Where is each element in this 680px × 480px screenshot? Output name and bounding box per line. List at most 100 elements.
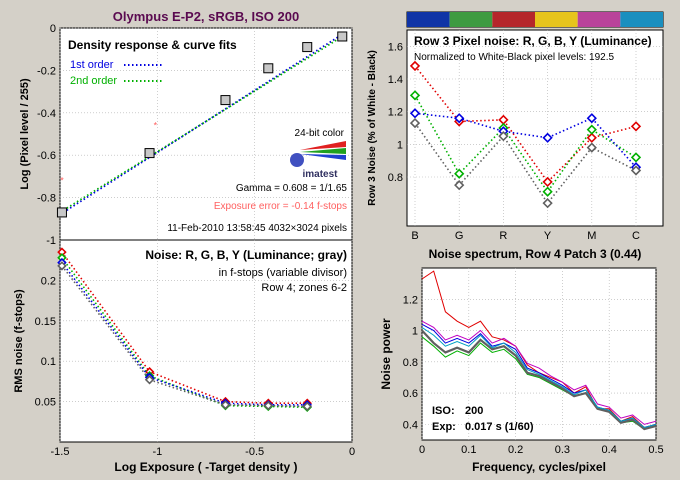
noise-fstops-subtitle-1: in f-stops (variable divisor) (219, 267, 347, 279)
noise-spectrum-lines (422, 270, 656, 431)
pixel-noise-point-B-3 (542, 132, 553, 143)
patch-swatch-4 (577, 12, 621, 27)
pixel-noise-xtick-0: B (411, 230, 418, 242)
density-ytick-0: -1 (46, 235, 56, 247)
noise-spectrum-ytick-1: 0.6 (403, 388, 418, 400)
noise-spectrum-line-C (422, 327, 656, 429)
logo-sphere (290, 153, 304, 167)
noise-fstops-title: Noise: R, G, B, Y (Luminance; gray) (145, 248, 347, 262)
density-ytick-1: -0.8 (37, 193, 56, 205)
iso-value: 200 (465, 405, 483, 417)
pixel-noise-xtick-3: Y (544, 230, 552, 242)
density-points: ** (56, 31, 348, 218)
noise-spectrum-ytick-2: 0.8 (403, 357, 418, 369)
density-point-5 (337, 31, 348, 42)
noise-spectrum-ytick-3: 1 (412, 326, 418, 338)
pixel-noise-xtick-1: G (455, 230, 464, 242)
noise-fstops-ytick-3: 0.2 (41, 275, 56, 287)
noise-fstops-tick-labels: -1.5 -1 -0.5 0 0.05 0.1 0.15 0.2 (35, 275, 355, 458)
noise-fstops-xtick-0: -1.5 (51, 446, 70, 458)
noise-fstops-grid (59, 240, 353, 442)
noise-fstops-xtick-2: -0.5 (245, 446, 264, 458)
timestamp-annotation: 11-Feb-2010 13:58:45 4032×3024 pixels (167, 223, 347, 234)
exposure-label: Exp: (432, 421, 456, 433)
noise-spectrum-panel: Noise spectrum, Row 4 Patch 3 (0.44) 0 0.… (379, 247, 664, 474)
pixel-noise-point-Y-0 (409, 117, 421, 129)
logo-ray-green (300, 148, 346, 154)
noise-fstops-subtitle-2: Row 4; zones 6-2 (261, 282, 347, 294)
density-point-2 (220, 95, 231, 106)
noise-spectrum-grid (421, 268, 657, 440)
density-point-4 (302, 42, 313, 53)
gamma-annotation: Gamma = 0.608 = 1/1.65 (236, 183, 348, 194)
patch-swatch-1 (449, 12, 493, 27)
iso-label: ISO: (432, 405, 455, 417)
pixel-noise-xtick-4: M (587, 230, 596, 242)
noise-spectrum-ytick-0: 0.4 (403, 419, 418, 431)
pixel-noise-point-Y-4 (586, 142, 597, 153)
pixel-noise-point-G-5 (630, 152, 642, 163)
logo-ray-blue (300, 154, 346, 160)
noise-fstops-ylabel: RMS noise (f-stops) (13, 289, 25, 393)
noise-fstops-point-Y-1 (144, 375, 155, 385)
density-panel: -1-0.8-0.6-0.4-0.20 ** Density response … (19, 23, 353, 247)
legend-1st-order: 1st order (70, 59, 114, 71)
pixel-noise-line-G (414, 94, 637, 194)
density-ytick-2: -0.6 (37, 150, 56, 162)
density-point-3 (263, 63, 274, 74)
density-tick-labels: -1 -0.8 -0.6 -0.4 -0.2 0 (37, 23, 56, 247)
pixel-noise-ytick-0: 0.8 (388, 172, 403, 184)
pixel-noise-point-Y-5 (630, 165, 642, 176)
noise-spectrum-xtick-1: 0.1 (461, 444, 476, 456)
noise-spectrum-xtick-4: 0.4 (602, 444, 617, 456)
noise-fstops-xlabel: Log Exposure ( -Target density ) (114, 460, 297, 474)
pixel-noise-ytick-1: 1 (397, 139, 403, 151)
density-ytick-5: 0 (50, 23, 56, 35)
noise-spectrum-tick-labels: 0 0.1 0.2 0.3 0.4 0.5 0.4 0.6 0.8 1 1.2 (403, 294, 664, 456)
legend-2nd-order: 2nd order (70, 75, 117, 87)
logo-ray-red (300, 141, 346, 150)
pixel-noise-point-R-4 (586, 132, 597, 143)
pixel-noise-point-G-3 (542, 186, 553, 197)
patch-swatch-3 (535, 12, 578, 27)
noise-fstops-ytick-2: 0.15 (35, 316, 56, 328)
patch-swatch-0 (407, 12, 450, 27)
pixel-noise-point-B-1 (454, 113, 465, 124)
pixel-noise-point-B-4 (586, 113, 597, 124)
noise-spectrum-xtick-5: 0.5 (648, 444, 663, 456)
exposure-value: 0.017 s (1/60) (465, 421, 534, 433)
pixel-noise-point-G-4 (586, 124, 597, 135)
pixel-noise-point-Y-2 (498, 131, 509, 142)
pixel-noise-line-B (414, 112, 637, 168)
noise-spectrum-xlabel: Frequency, cycles/pixel (472, 460, 606, 474)
pixel-noise-point-B-0 (409, 108, 421, 119)
pixel-noise-point-Y-3 (542, 198, 553, 209)
pixel-noise-ytick-2: 1.2 (388, 107, 403, 119)
pixel-noise-plot-area (406, 29, 664, 227)
figure-title: Olympus E-P2, sRGB, ISO 200 (113, 9, 299, 24)
noise-spectrum-xtick-0: 0 (419, 444, 425, 456)
exposure-error-annotation: Exposure error = -0.14 f-stops (214, 201, 347, 212)
noise-fstops-lines (57, 247, 312, 412)
density-fit-lines (59, 33, 343, 216)
pixel-noise-xtick-5: C (632, 230, 640, 242)
noise-spectrum-line-M (422, 320, 656, 425)
pixel-noise-lines (409, 60, 642, 209)
noise-fstops-ytick-0: 0.05 (35, 397, 56, 409)
density-ytick-4: -0.2 (37, 65, 56, 77)
density-point-0 (56, 207, 67, 218)
pixel-noise-ytick-4: 1.6 (388, 41, 403, 53)
noise-fstops-point-Y-3 (263, 400, 274, 411)
patch-swatch-2 (492, 12, 535, 27)
noise-fstops-xtick-3: 0 (349, 446, 355, 458)
pixel-noise-panel: B G R Y M C 0.8 1 1.2 1.4 1.6 Row 3 Pixel noise: R… (367, 11, 664, 242)
pixel-noise-point-R-0 (409, 60, 421, 72)
noise-spectrum-xtick-2: 0.2 (508, 444, 523, 456)
pixel-noise-line-R (414, 65, 637, 184)
patch-swatch-5 (620, 12, 663, 27)
pixel-noise-point-G-1 (454, 168, 465, 179)
noise-spectrum-title: Noise spectrum, Row 4 Patch 3 (0.44) (429, 247, 642, 261)
density-exposure-point-0: * (60, 176, 64, 186)
imatest-logo: 24-bit color imatest (290, 128, 346, 180)
